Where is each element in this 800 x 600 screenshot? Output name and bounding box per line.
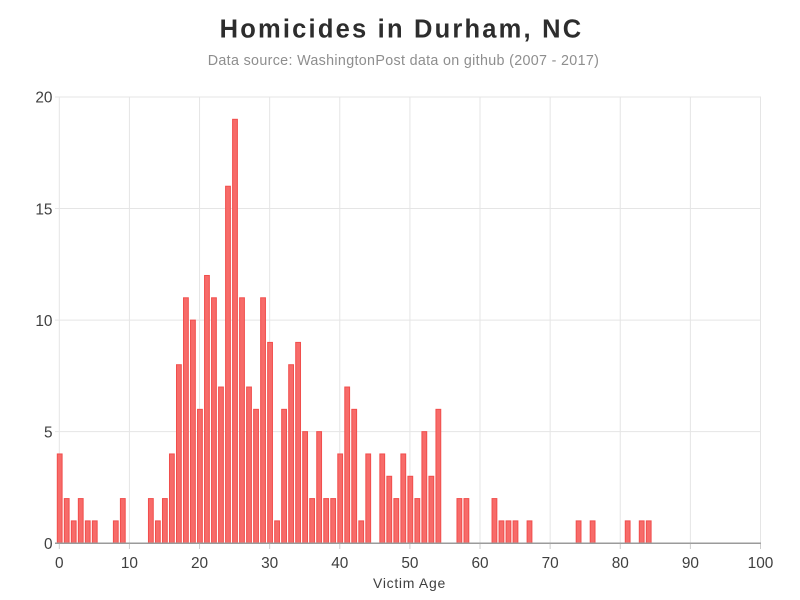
svg-text:Victim Age: Victim Age <box>373 575 446 591</box>
svg-text:0: 0 <box>44 536 53 553</box>
svg-text:100: 100 <box>748 555 774 572</box>
svg-text:10: 10 <box>121 555 138 572</box>
svg-text:10: 10 <box>35 313 52 330</box>
svg-text:80: 80 <box>612 555 629 572</box>
svg-text:Homicides in Durham, NC: Homicides in Durham, NC <box>220 16 584 44</box>
svg-text:30: 30 <box>261 555 278 572</box>
svg-text:20: 20 <box>35 90 52 107</box>
svg-text:15: 15 <box>35 201 52 218</box>
svg-text:90: 90 <box>682 555 699 572</box>
svg-text:0: 0 <box>55 555 64 572</box>
svg-text:40: 40 <box>331 555 348 572</box>
svg-text:60: 60 <box>471 555 488 572</box>
svg-text:Data source: WashingtonPost da: Data source: WashingtonPost data on gith… <box>208 53 600 69</box>
svg-text:20: 20 <box>191 555 208 572</box>
svg-text:5: 5 <box>44 424 53 441</box>
svg-text:50: 50 <box>401 555 418 572</box>
svg-text:70: 70 <box>542 555 559 572</box>
